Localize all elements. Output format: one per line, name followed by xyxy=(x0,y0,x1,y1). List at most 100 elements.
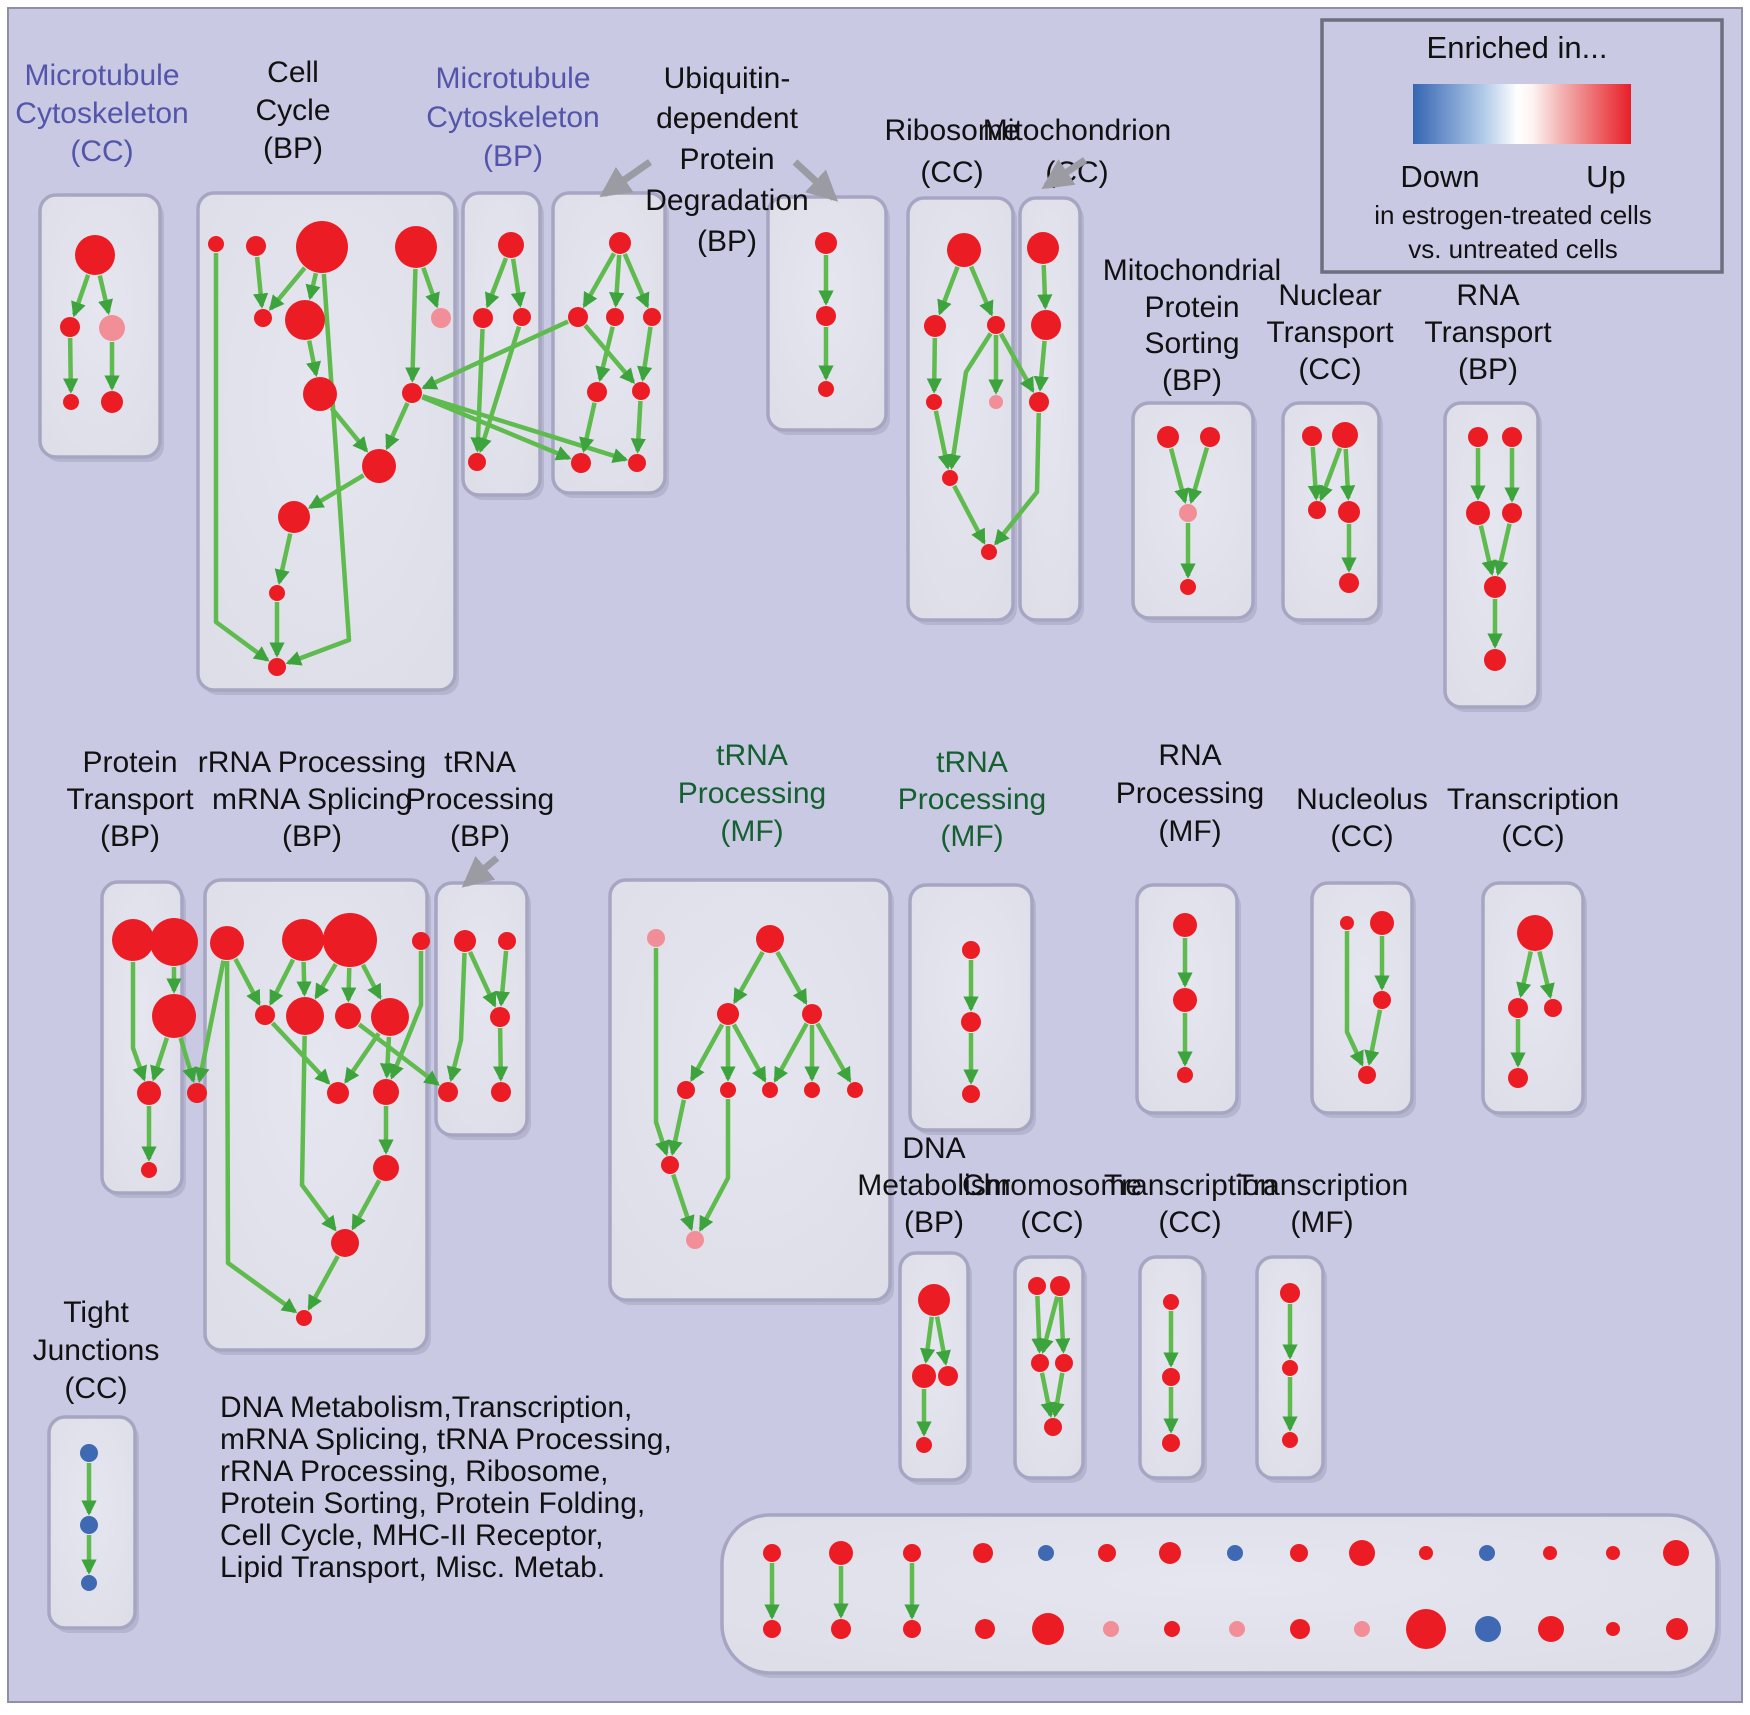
summary-text-line: Cell Cycle, MHC-II Receptor, xyxy=(220,1519,603,1552)
cluster-label-trna-processing-mf-1: (MF) xyxy=(720,815,783,848)
summary-text-line: Lipid Transport, Misc. Metab. xyxy=(220,1551,605,1584)
cluster-label-microtubule-cc: Cytoskeleton xyxy=(15,97,188,130)
go-term-node-u7 xyxy=(628,454,646,472)
go-term-node-c1 xyxy=(246,236,266,256)
edge-arrow xyxy=(1168,448,1190,505)
go-term-node-bb4 xyxy=(1032,1613,1064,1645)
go-term-node-a1 xyxy=(60,317,80,337)
go-term-node-v0 xyxy=(815,232,837,254)
go-term-node-R0 xyxy=(947,233,981,267)
go-term-node-g0 xyxy=(1280,1283,1300,1303)
edge-arrow xyxy=(1187,446,1210,505)
edge-arrow xyxy=(1055,1296,1071,1354)
go-term-node-bb13 xyxy=(1606,1622,1620,1636)
go-term-node-M2 xyxy=(1029,392,1049,412)
edge-arrow xyxy=(579,402,597,454)
go-term-node-R1 xyxy=(924,315,946,337)
go-term-node-R4 xyxy=(989,395,1003,409)
edge-arrow xyxy=(253,256,269,309)
go-term-node-T5 xyxy=(1484,649,1506,671)
edge-arrow xyxy=(1049,1372,1065,1418)
go-term-node-R2 xyxy=(987,316,1005,334)
go-term-node-bt10 xyxy=(1419,1546,1433,1560)
cluster-label-dna-metabolism: (BP) xyxy=(904,1206,964,1239)
edge-arrow xyxy=(224,960,298,1314)
go-term-node-d2 xyxy=(938,1366,958,1386)
summary-text-line: DNA Metabolism,Transcription, xyxy=(220,1391,632,1424)
edge-arrow xyxy=(952,484,986,545)
label-pointer-arrow xyxy=(599,159,652,198)
edge-arrow xyxy=(296,961,312,997)
edge-arrow xyxy=(485,257,509,309)
go-term-node-r11 xyxy=(331,1229,359,1257)
go-term-node-d0 xyxy=(918,1284,950,1316)
go-term-node-t3 xyxy=(438,1082,458,1102)
cluster-label-transcription-mf: (MF) xyxy=(1290,1206,1353,1239)
go-term-node-P8 xyxy=(847,1082,863,1098)
go-term-node-z0 xyxy=(1517,915,1553,951)
go-term-node-s2 xyxy=(1179,504,1197,522)
go-term-node-q0 xyxy=(112,919,154,961)
edge-arrow xyxy=(357,1022,440,1086)
cluster-label-trna-processing-mf-2: tRNA xyxy=(936,746,1008,779)
edge-arrow xyxy=(493,1027,509,1082)
edge-arrow xyxy=(305,272,321,301)
edge-arrow xyxy=(274,533,293,585)
edge-arrow xyxy=(689,1023,725,1082)
go-term-node-c3 xyxy=(395,226,437,268)
go-term-node-bb3 xyxy=(975,1619,995,1639)
go-term-node-r3 xyxy=(412,932,430,950)
cluster-label-rna-transport: (BP) xyxy=(1458,353,1518,386)
edge-arrow xyxy=(1039,1372,1056,1418)
go-term-node-f1 xyxy=(1162,1368,1180,1386)
edge-arrow xyxy=(299,1035,337,1232)
legend-up-label: Up xyxy=(1586,159,1626,194)
go-term-node-r10 xyxy=(373,1155,399,1181)
cluster-label-microtubule-bp: (BP) xyxy=(483,140,543,173)
edge-arrow xyxy=(773,1022,809,1083)
edge-arrow xyxy=(344,1032,381,1084)
go-term-node-P4 xyxy=(677,1081,695,1099)
cluster-label-rrna-processing: rRNA Processing xyxy=(198,746,426,779)
go-term-node-T0 xyxy=(1468,427,1488,447)
cluster-label-cell-cycle: Cell xyxy=(267,56,319,89)
go-term-node-R5 xyxy=(942,470,958,486)
go-term-node-b0 xyxy=(498,232,524,258)
edge-arrow xyxy=(653,948,670,1157)
go-term-node-r1 xyxy=(282,919,324,961)
go-term-node-r4 xyxy=(255,1005,275,1025)
go-term-node-h0 xyxy=(80,1444,98,1462)
label-pointer-arrow xyxy=(461,855,500,888)
edge-arrow xyxy=(494,950,510,1007)
edge-arrow xyxy=(421,267,440,309)
edge-arrow xyxy=(268,958,296,1006)
go-term-node-bb6 xyxy=(1164,1621,1180,1637)
cluster-label-rna-transport: RNA xyxy=(1456,279,1519,312)
edge-arrow xyxy=(268,266,307,311)
go-term-node-c8 xyxy=(402,383,422,403)
go-term-node-a3 xyxy=(63,394,79,410)
cluster-label-ubiquitin: Protein xyxy=(679,143,774,176)
go-term-node-bb5 xyxy=(1103,1621,1119,1637)
edge-arrow xyxy=(637,326,653,382)
cluster-label-cell-cycle: Cycle xyxy=(255,94,330,127)
go-term-node-e3 xyxy=(1055,1354,1073,1372)
go-term-node-bt13 xyxy=(1606,1546,1620,1560)
edge-arrow xyxy=(307,473,365,510)
go-term-node-u5 xyxy=(632,382,650,400)
cluster-label-transcription-cc-mid: (CC) xyxy=(1501,820,1564,853)
cluster-label-rna-transport: Transport xyxy=(1424,316,1552,349)
cluster-label-trna-processing-bp: tRNA xyxy=(444,746,516,779)
go-term-node-z1 xyxy=(1508,998,1528,1018)
go-term-node-s0 xyxy=(1157,426,1179,448)
cluster-label-rrna-processing: mRNA Splicing xyxy=(212,783,412,816)
go-term-node-M1 xyxy=(1031,310,1061,340)
go-term-node-bb8 xyxy=(1290,1619,1310,1639)
edge-arrow xyxy=(1537,950,1555,1000)
go-term-node-q3 xyxy=(137,1081,161,1105)
go-term-node-a0 xyxy=(75,235,115,275)
cluster-label-protein-transport: (BP) xyxy=(100,820,160,853)
edge-arrow xyxy=(405,268,421,383)
edge-arrow xyxy=(421,319,569,390)
